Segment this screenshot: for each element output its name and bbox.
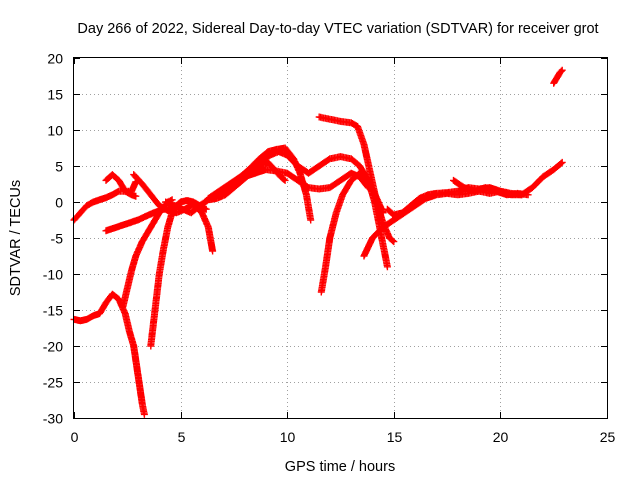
series-arc-15: [383, 184, 526, 219]
y-tick-label: -30: [43, 411, 63, 427]
x-tick-label: 0: [71, 429, 79, 445]
series-arc-7: [130, 171, 217, 255]
x-tick-label: 10: [280, 429, 296, 445]
series-layer: [70, 66, 566, 418]
x-tick-label: 25: [600, 429, 616, 445]
series-markers: [317, 169, 387, 296]
y-tick-label: -20: [43, 339, 63, 355]
chart-title: Day 266 of 2022, Sidereal Day-to-day VTE…: [77, 21, 598, 37]
series-markers: [550, 66, 566, 87]
y-tick-label: 10: [47, 123, 63, 139]
series-markers: [130, 171, 217, 255]
grid: [74, 58, 607, 418]
series-arc-17: [550, 66, 566, 87]
series-arc-2: [102, 171, 140, 195]
tick-layer: 0 5 10 15 20 25 -30 -25 -20 -15 -10 -5 0 5 10 15 20: [43, 51, 616, 446]
x-tick-label: 15: [387, 429, 403, 445]
y-axis-label: SDTVAR / TECUs: [8, 180, 24, 296]
series-arc-13: [317, 169, 387, 296]
series-arc-3: [70, 290, 148, 418]
x-tick-label: 5: [178, 429, 186, 445]
series-markers: [204, 144, 315, 224]
y-tick-label: 20: [47, 51, 63, 67]
y-tick-label: -25: [43, 375, 63, 391]
series-arc-16: [450, 176, 532, 199]
series-markers: [102, 171, 140, 195]
series-arc-9: [204, 144, 315, 224]
plot-frame: [73, 57, 608, 419]
y-tick-label: -15: [43, 303, 63, 319]
series-markers: [383, 184, 526, 219]
y-tick-label: -5: [51, 231, 64, 247]
series-markers: [450, 176, 532, 199]
x-tick-label: 20: [493, 429, 509, 445]
y-tick-label: -10: [43, 267, 63, 283]
series-markers: [70, 290, 148, 418]
y-tick-label: 15: [47, 87, 63, 103]
y-tick-label: 5: [55, 159, 63, 175]
x-axis-label: GPS time / hours: [285, 459, 395, 475]
y-tick-label: 0: [55, 195, 63, 211]
